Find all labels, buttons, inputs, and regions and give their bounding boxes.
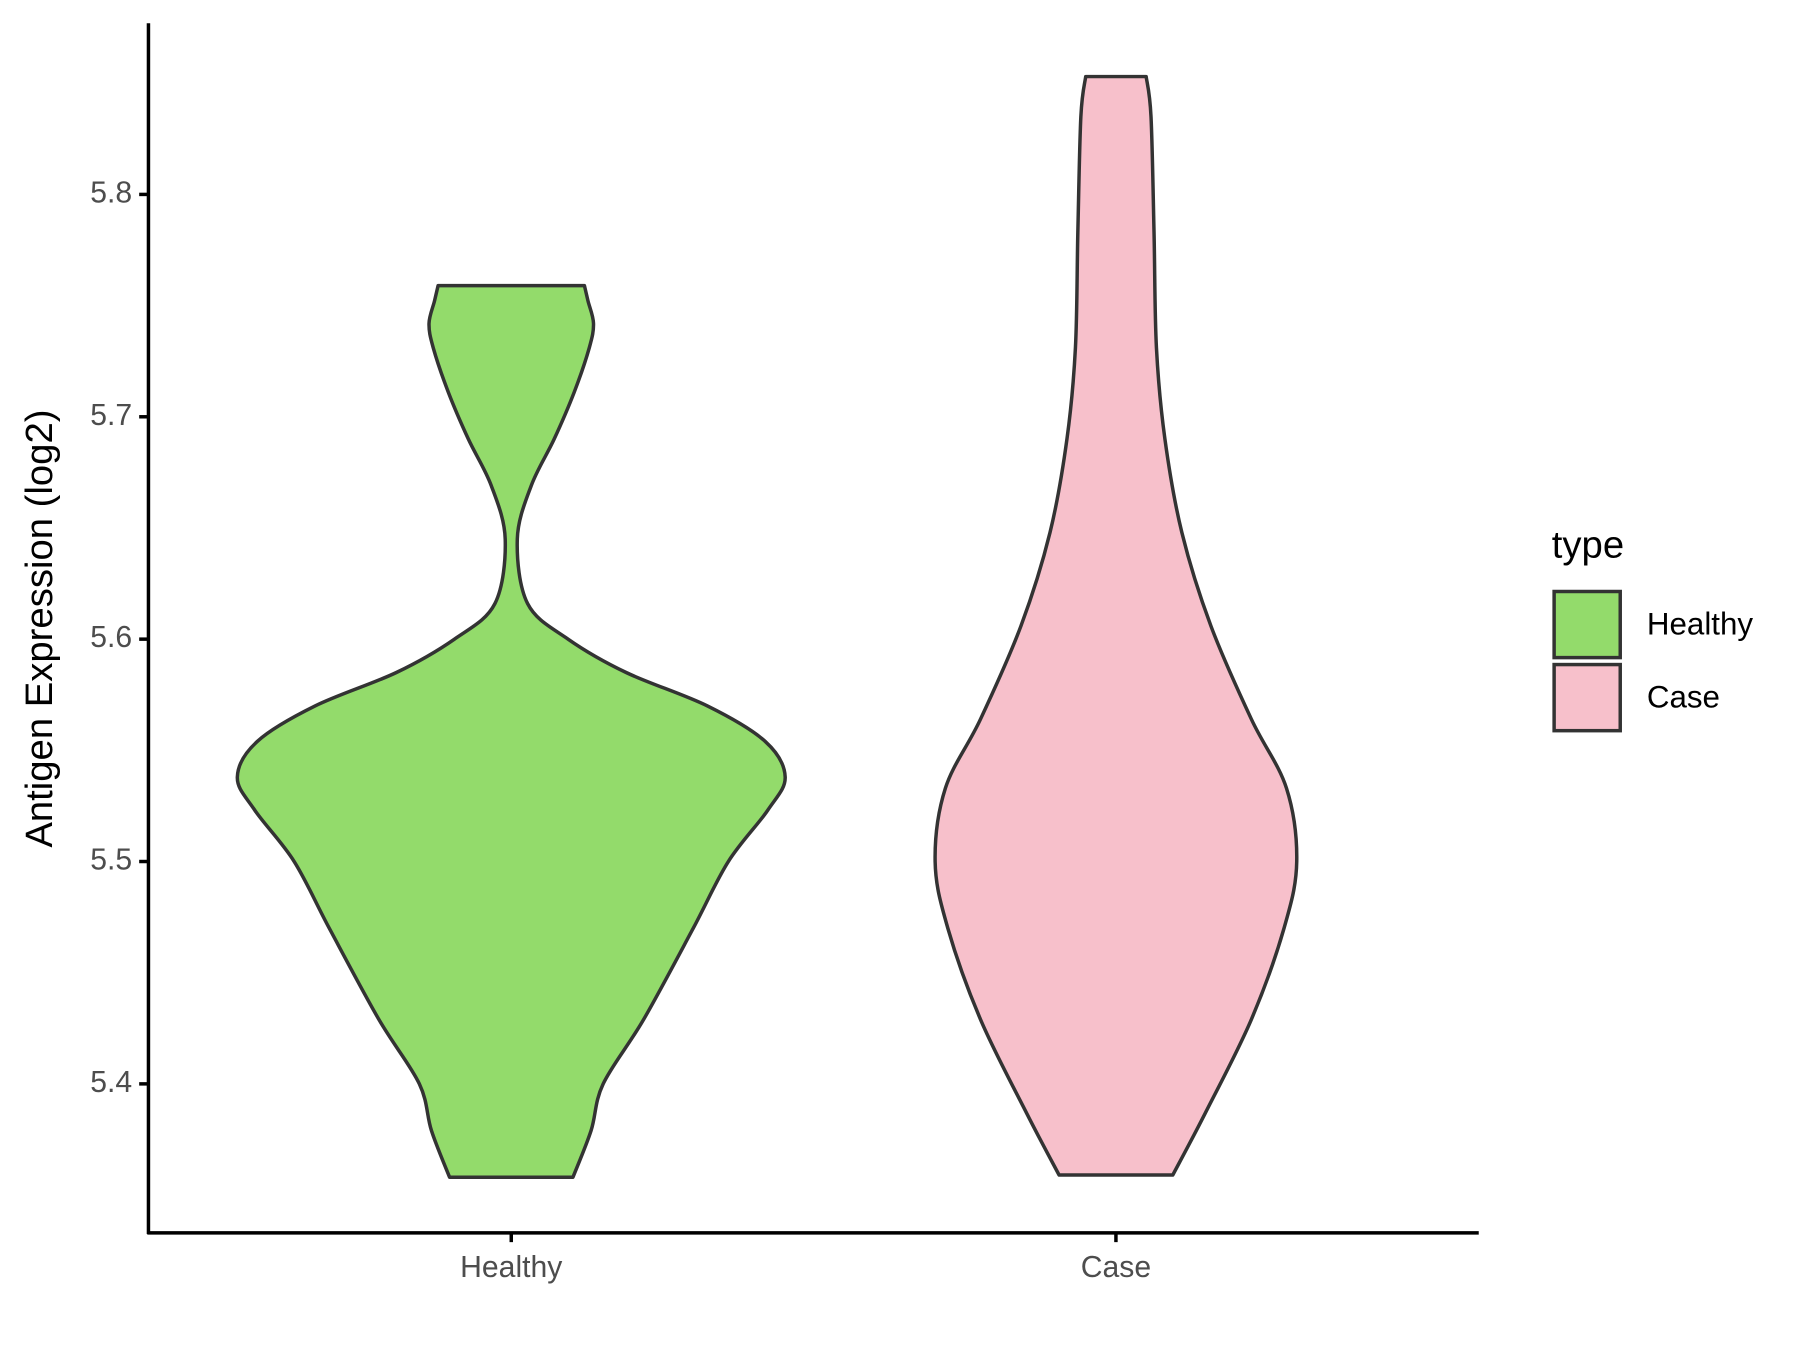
legend-label: Case [1647,680,1720,715]
y-tick-label: 5.7 [90,399,132,432]
y-tick-label: 5.5 [90,843,132,876]
legend-title: type [1552,524,1624,567]
y-tick-label: 5.8 [90,176,132,209]
legend-key [1552,589,1622,660]
violin [933,74,1299,1177]
legend-key [1552,662,1622,733]
violin [235,283,787,1180]
y-tick-label: 5.4 [90,1066,132,1099]
x-tick-label: Healthy [460,1251,563,1284]
y-axis-title: Antigen Expression (log2) [18,410,61,848]
y-tick-label: 5.6 [90,621,132,654]
x-tick-label: Case [1081,1251,1151,1284]
legend-label: Healthy [1647,607,1753,642]
